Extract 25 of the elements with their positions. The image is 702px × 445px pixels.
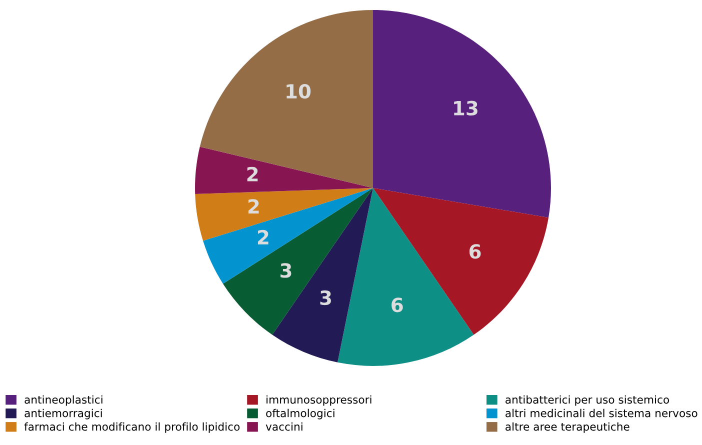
data-label: 6 — [392, 298, 403, 312]
legend-label: oftalmologici — [266, 408, 334, 420]
data-label: 3 — [320, 290, 331, 306]
pie-slice — [200, 10, 373, 188]
legend-label: altre aree terapeutiche — [506, 422, 630, 433]
pie-slice — [202, 188, 373, 284]
data-label: 3 — [280, 263, 292, 278]
legend-label: vaccini — [266, 422, 302, 431]
pie-slice — [222, 188, 373, 335]
data-label: 13 — [454, 100, 478, 116]
data-label: 2 — [258, 230, 268, 244]
data-label: 2 — [248, 199, 259, 214]
pie-slice — [373, 10, 551, 218]
data-label: 10 — [286, 84, 311, 99]
legend-label: farmaci che modificano il profilo lipidico — [24, 422, 240, 433]
legend-label: immunosoppressori — [266, 395, 372, 406]
pie-slice — [195, 146, 373, 194]
legend-label: altri medicinali del sistema nervoso — [506, 408, 698, 418]
legend-label: antibatterici per uso sistemico — [506, 395, 669, 406]
pie-slice — [272, 188, 373, 362]
legend-label: antineoplastici — [24, 395, 102, 406]
pie-slice — [373, 188, 549, 335]
data-label: 2 — [247, 166, 258, 182]
data-label: 6 — [469, 244, 481, 259]
legend-label: antiemorragici — [24, 408, 102, 420]
